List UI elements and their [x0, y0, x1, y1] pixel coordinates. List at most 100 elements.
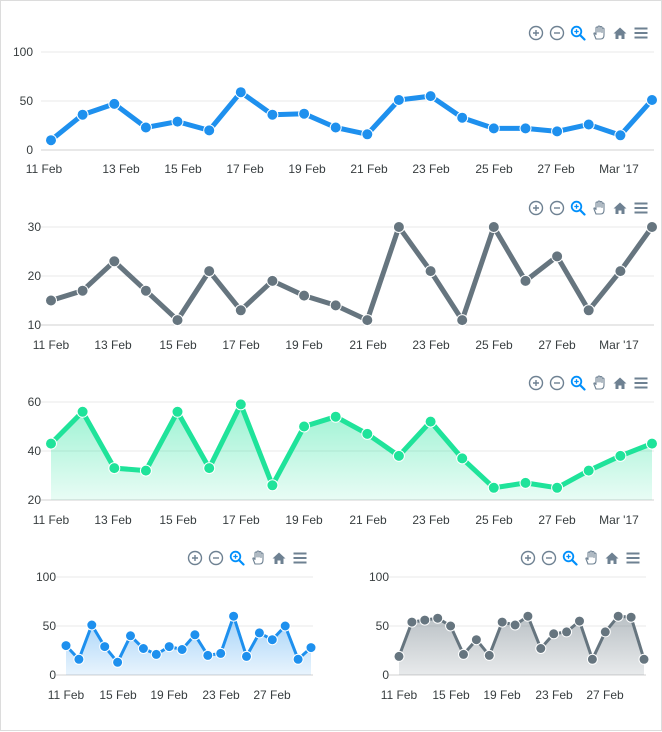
data-point[interactable]: [582, 304, 595, 317]
data-point[interactable]: [586, 653, 598, 665]
data-point[interactable]: [582, 118, 595, 131]
data-point[interactable]: [99, 641, 111, 653]
data-point[interactable]: [361, 427, 374, 440]
data-point[interactable]: [125, 630, 136, 642]
data-point[interactable]: [45, 294, 57, 307]
data-point[interactable]: [625, 611, 637, 623]
data-point[interactable]: [551, 125, 564, 138]
data-point[interactable]: [45, 437, 57, 450]
data-point[interactable]: [432, 612, 444, 624]
zoom-out-icon[interactable]: [548, 374, 566, 392]
data-point[interactable]: [519, 122, 532, 135]
data-point[interactable]: [76, 405, 89, 418]
pan-hand-icon[interactable]: [590, 374, 608, 392]
pan-hand-icon[interactable]: [590, 199, 608, 217]
menu-icon[interactable]: [632, 24, 650, 42]
data-point[interactable]: [298, 289, 311, 302]
data-point[interactable]: [139, 464, 152, 477]
data-point[interactable]: [112, 656, 124, 668]
data-point[interactable]: [171, 405, 184, 418]
data-point[interactable]: [234, 304, 247, 317]
data-point[interactable]: [215, 647, 227, 659]
data-point[interactable]: [292, 653, 304, 665]
data-point[interactable]: [548, 628, 560, 640]
data-point[interactable]: [551, 481, 564, 494]
menu-icon[interactable]: [291, 549, 309, 567]
data-point[interactable]: [86, 619, 98, 631]
data-point[interactable]: [646, 437, 658, 450]
zoom-in-icon[interactable]: [527, 374, 545, 392]
data-point[interactable]: [522, 610, 534, 622]
data-point[interactable]: [266, 108, 279, 121]
data-point[interactable]: [406, 616, 418, 628]
data-point[interactable]: [424, 265, 437, 278]
data-point[interactable]: [487, 122, 500, 135]
data-point[interactable]: [298, 420, 311, 433]
data-point[interactable]: [298, 107, 311, 120]
data-point[interactable]: [551, 250, 564, 263]
data-point[interactable]: [509, 619, 521, 631]
magnifier-icon[interactable]: [569, 374, 587, 392]
data-point[interactable]: [266, 634, 278, 646]
data-point[interactable]: [496, 616, 508, 628]
data-point[interactable]: [456, 111, 469, 124]
data-point[interactable]: [582, 464, 595, 477]
home-icon[interactable]: [270, 549, 288, 567]
data-point[interactable]: [646, 221, 658, 233]
data-point[interactable]: [139, 121, 152, 134]
data-point[interactable]: [139, 284, 152, 297]
data-point[interactable]: [150, 648, 162, 660]
data-point[interactable]: [305, 642, 317, 654]
data-point[interactable]: [483, 649, 495, 661]
data-point[interactable]: [646, 94, 658, 106]
magnifier-icon[interactable]: [569, 24, 587, 42]
data-point[interactable]: [253, 627, 265, 639]
data-point[interactable]: [445, 620, 457, 632]
zoom-out-icon[interactable]: [207, 549, 225, 567]
data-point[interactable]: [392, 221, 405, 233]
menu-icon[interactable]: [632, 199, 650, 217]
data-point[interactable]: [535, 643, 547, 654]
data-point[interactable]: [108, 255, 121, 268]
menu-icon[interactable]: [624, 549, 642, 567]
data-point[interactable]: [614, 129, 627, 142]
data-point[interactable]: [203, 462, 216, 475]
data-point[interactable]: [266, 479, 279, 492]
home-icon[interactable]: [611, 24, 629, 42]
home-icon[interactable]: [611, 374, 629, 392]
home-icon[interactable]: [603, 549, 621, 567]
data-point[interactable]: [458, 648, 469, 660]
data-point[interactable]: [599, 626, 611, 638]
data-point[interactable]: [329, 410, 342, 423]
data-point[interactable]: [171, 115, 184, 128]
data-point[interactable]: [234, 398, 247, 411]
zoom-in-icon[interactable]: [186, 549, 204, 567]
data-point[interactable]: [614, 449, 627, 462]
data-point[interactable]: [76, 108, 89, 121]
data-point[interactable]: [108, 97, 121, 110]
pan-hand-icon[interactable]: [582, 549, 600, 567]
data-point[interactable]: [202, 649, 214, 661]
data-point[interactable]: [266, 274, 279, 287]
data-point[interactable]: [329, 299, 342, 312]
magnifier-icon[interactable]: [228, 549, 246, 567]
data-point[interactable]: [361, 314, 374, 327]
home-icon[interactable]: [611, 199, 629, 217]
data-point[interactable]: [45, 134, 57, 147]
data-point[interactable]: [60, 640, 72, 652]
data-point[interactable]: [392, 449, 405, 462]
zoom-in-icon[interactable]: [519, 549, 537, 567]
data-point[interactable]: [108, 462, 121, 475]
data-point[interactable]: [638, 653, 650, 665]
data-point[interactable]: [189, 629, 201, 641]
zoom-out-icon[interactable]: [540, 549, 558, 567]
data-point[interactable]: [612, 610, 624, 622]
data-point[interactable]: [392, 94, 405, 106]
data-point[interactable]: [456, 314, 469, 327]
menu-icon[interactable]: [632, 374, 650, 392]
pan-hand-icon[interactable]: [590, 24, 608, 42]
data-point[interactable]: [519, 274, 532, 287]
zoom-in-icon[interactable]: [527, 24, 545, 42]
data-point[interactable]: [176, 644, 188, 655]
data-point[interactable]: [76, 284, 89, 297]
